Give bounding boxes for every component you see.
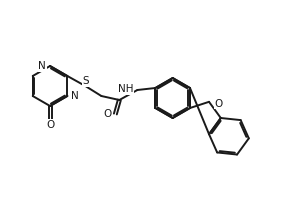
Text: NH: NH [118, 84, 134, 94]
Text: N: N [71, 91, 79, 101]
Text: N: N [38, 61, 46, 71]
Text: O: O [103, 109, 111, 119]
Text: O: O [214, 99, 222, 109]
Text: O: O [46, 120, 54, 130]
Text: S: S [82, 76, 89, 86]
